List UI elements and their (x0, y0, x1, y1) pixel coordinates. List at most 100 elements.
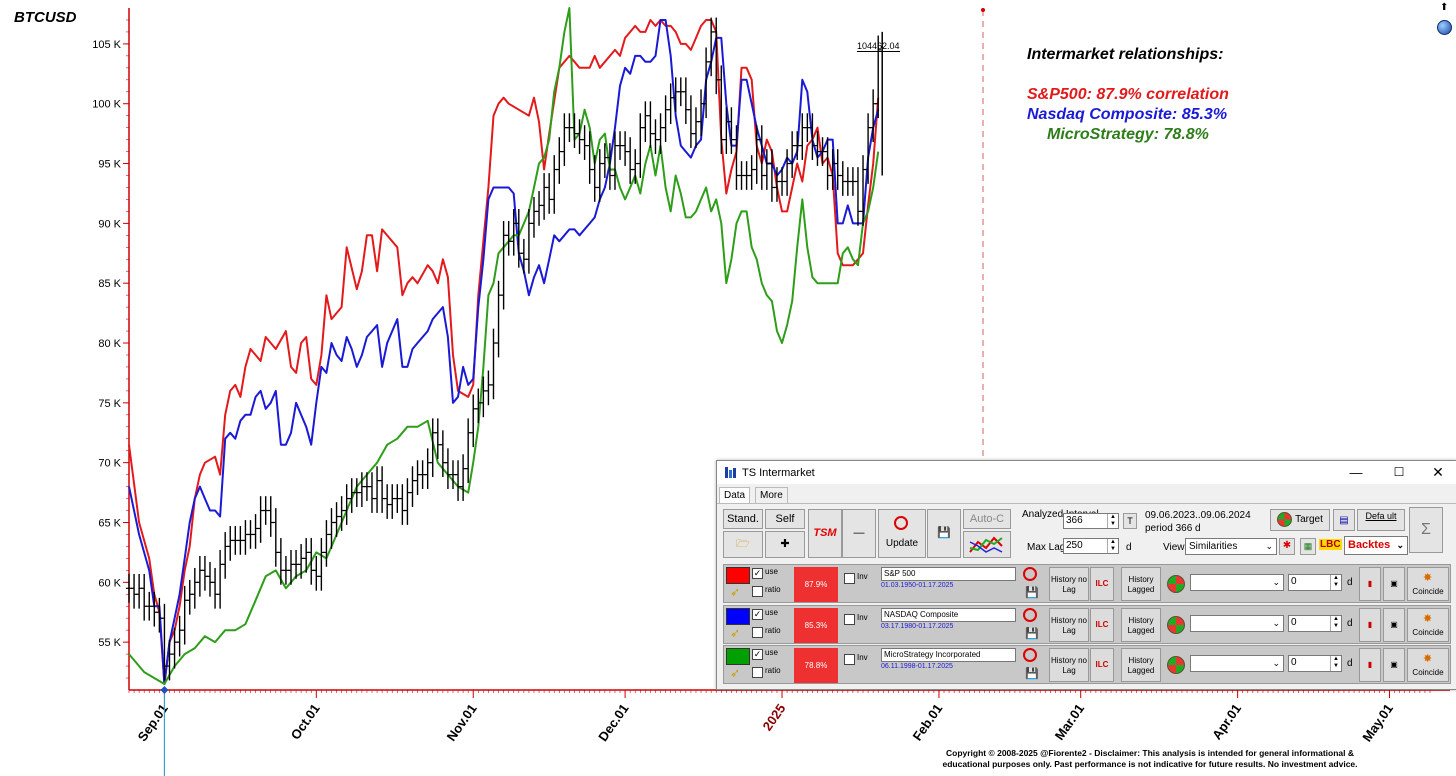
view-label: View (1163, 542, 1185, 553)
lag-input[interactable]: 0 ▲ ▼ (1288, 574, 1342, 591)
default-button[interactable]: Defa ult (1357, 509, 1405, 531)
lag-spinner[interactable]: ▲ ▼ (1330, 616, 1341, 631)
target-icon[interactable] (1167, 656, 1185, 674)
ratio-checkbox[interactable] (752, 586, 763, 597)
excel-icon: ▦ (1303, 541, 1313, 551)
series-color-swatch[interactable] (726, 567, 750, 584)
coincide-button[interactable]: Coincide (1407, 567, 1449, 601)
interval-spinner[interactable]: ▲ ▼ (1107, 514, 1118, 528)
tab-data[interactable]: Data (719, 487, 751, 503)
max-lag-spinner[interactable]: ▲ ▼ (1107, 539, 1118, 553)
auto-c-button[interactable]: Auto-C (963, 509, 1011, 529)
update-button[interactable]: Update (878, 509, 926, 558)
series-color-swatch[interactable] (726, 648, 750, 665)
refresh-icon[interactable] (1023, 648, 1037, 662)
marker-dot (981, 8, 985, 12)
lag-input[interactable]: 0 ▲ ▼ (1288, 615, 1342, 632)
ilc-button[interactable]: ILC (1090, 648, 1114, 682)
invert-checkbox[interactable] (844, 654, 855, 665)
y-tick-label: 60 K (98, 577, 121, 589)
series-color-swatch[interactable] (726, 608, 750, 625)
tsm-button[interactable]: TSM (808, 509, 842, 558)
history-lagged-button[interactable]: History Lagged (1121, 567, 1161, 601)
ilc-button[interactable]: ILC (1090, 567, 1114, 601)
invert-checkbox[interactable] (844, 573, 855, 584)
target-icon[interactable] (1167, 575, 1185, 593)
invert-checkbox[interactable] (844, 614, 855, 625)
lag-value: 0 (1291, 657, 1297, 668)
tab-more[interactable]: More (755, 487, 788, 503)
lag-input[interactable]: 0 ▲ ▼ (1288, 655, 1342, 672)
ratio-checkbox[interactable] (752, 627, 763, 638)
window-titlebar[interactable]: TS Intermarket — ☐ ✕ (717, 461, 1456, 484)
sigma-button[interactable]: Σ (1409, 507, 1443, 553)
excel-button[interactable]: ▦ (1300, 538, 1316, 555)
calculator-button[interactable]: ▣ (1383, 648, 1405, 682)
target-button[interactable]: Target (1270, 509, 1330, 531)
use-checkbox[interactable]: ✓ (752, 649, 763, 660)
pointer-icon[interactable]: ➶ (730, 626, 741, 640)
max-lag-label: Max Lag (1027, 542, 1066, 553)
calculator-button[interactable]: ▣ (1383, 608, 1405, 642)
refresh-icon[interactable] (1023, 608, 1037, 622)
history-no-lag-button[interactable]: History no Lag (1049, 608, 1089, 642)
target-icon[interactable] (1167, 616, 1185, 634)
lbc-button[interactable]: LBC (1319, 539, 1342, 550)
history-no-lag-button[interactable]: History no Lag (1049, 567, 1089, 601)
pointer-icon[interactable]: ➶ (730, 666, 741, 680)
lag-select-dropdown[interactable]: ⌄ (1190, 574, 1284, 591)
history-lagged-button[interactable]: History Lagged (1121, 608, 1161, 642)
view-dropdown[interactable]: Similarities ⌄ (1185, 538, 1277, 555)
color-bars-button[interactable]: ▮ (1359, 608, 1381, 642)
save-button[interactable]: 💾 (927, 509, 961, 558)
bars-icon: ▮ (1367, 579, 1373, 588)
refresh-icon[interactable] (1023, 567, 1037, 581)
scroll-up-icon[interactable]: ⬆ (1440, 2, 1449, 13)
calculator-button[interactable]: ▣ (1383, 567, 1405, 601)
annotation-title: Intermarket relationships: (1027, 46, 1224, 63)
invert-label: Inv (857, 572, 868, 581)
symbol-name-field[interactable]: S&P 500 (881, 567, 1016, 581)
backtest-dropdown[interactable]: Backtes ⌄ (1344, 536, 1408, 555)
self-button[interactable]: Self (765, 509, 805, 529)
ratio-checkbox[interactable] (752, 667, 763, 678)
film-button[interactable]: ▤ (1333, 509, 1355, 531)
settings-button[interactable]: ✱ (1279, 538, 1295, 555)
color-bars-button[interactable]: ▮ (1359, 567, 1381, 601)
floppy-icon[interactable]: 💾 (1025, 668, 1039, 680)
globe-icon[interactable] (1437, 20, 1452, 35)
start-marker (160, 686, 169, 694)
coincide-button[interactable]: Coincide (1407, 608, 1449, 642)
copyright-notice: Copyright © 2008-2025 @Fiorente2 - Discl… (930, 748, 1370, 770)
ilc-button[interactable]: ILC (1090, 608, 1114, 642)
close-button[interactable]: ✕ (1432, 464, 1444, 480)
lag-spinner[interactable]: ▲ ▼ (1330, 656, 1341, 671)
remove-button[interactable]: — (842, 509, 876, 558)
add-button[interactable]: ✚ (765, 531, 805, 558)
lag-select-dropdown[interactable]: ⌄ (1190, 615, 1284, 632)
floppy-icon[interactable]: 💾 (1025, 628, 1039, 640)
lag-spinner[interactable]: ▲ ▼ (1330, 575, 1341, 590)
analyzed-interval-input[interactable]: 366 ▲ ▼ (1063, 513, 1119, 529)
t-button[interactable]: T (1123, 513, 1137, 529)
symbol-name-field[interactable]: NASDAQ Composite (881, 608, 1016, 622)
symbol-name-field[interactable]: MicroStrategy Incorporated (881, 648, 1016, 662)
history-no-lag-button[interactable]: History no Lag (1049, 648, 1089, 682)
standard-button[interactable]: Stand. (723, 509, 763, 529)
calculator-icon: ▣ (1390, 620, 1398, 629)
refresh-icon (894, 516, 908, 530)
coincide-button[interactable]: Coincide (1407, 648, 1449, 682)
floppy-icon[interactable]: 💾 (1025, 587, 1039, 599)
pointer-icon[interactable]: ➶ (730, 585, 741, 599)
lag-select-dropdown[interactable]: ⌄ (1190, 655, 1284, 672)
history-lagged-button[interactable]: History Lagged (1121, 648, 1161, 682)
use-checkbox[interactable]: ✓ (752, 609, 763, 620)
use-checkbox[interactable]: ✓ (752, 568, 763, 579)
max-lag-input[interactable]: 250 ▲ ▼ (1063, 538, 1119, 554)
open-folder-button[interactable]: 🗁 (723, 531, 763, 558)
y-tick-label: 70 K (98, 458, 121, 470)
chart-overlay-button[interactable] (963, 531, 1011, 558)
color-bars-button[interactable]: ▮ (1359, 648, 1381, 682)
maximize-button[interactable]: ☐ (1393, 465, 1405, 479)
minimize-button[interactable]: — (1349, 465, 1363, 480)
